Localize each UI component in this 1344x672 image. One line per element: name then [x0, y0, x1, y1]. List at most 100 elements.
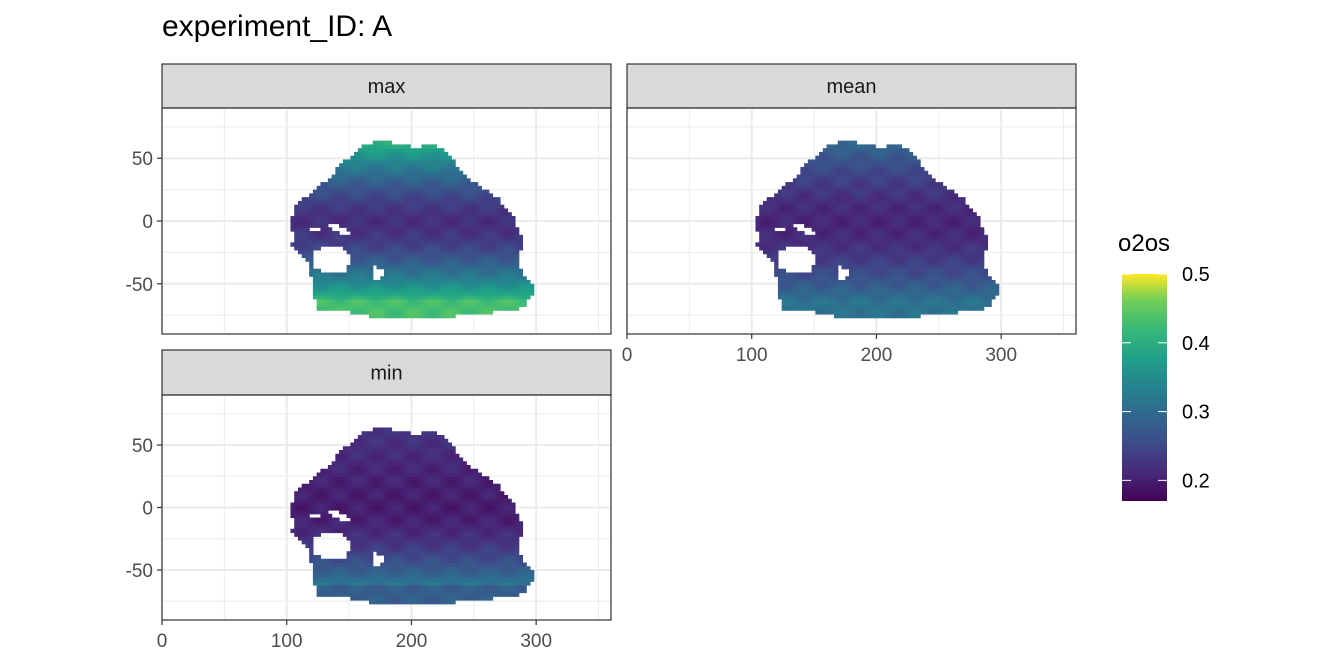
heatmap-cell: [376, 246, 381, 251]
heatmap-cell: [365, 246, 370, 251]
heatmap-cell: [365, 167, 370, 172]
heatmap-cell: [342, 528, 348, 534]
heatmap-cell: [815, 200, 820, 206]
heatmap-cell: [893, 215, 899, 221]
heatmap-cell: [819, 246, 824, 251]
heatmap-cell: [856, 249, 861, 255]
heatmap-cell: [972, 215, 977, 221]
heatmap-cell: [901, 276, 906, 281]
heatmap-cell: [387, 234, 393, 240]
facet-label: min: [370, 363, 402, 385]
heatmap-cell: [346, 208, 351, 213]
heatmap-cell: [387, 215, 393, 221]
heatmap-cell: [436, 189, 441, 194]
heatmap-cell: [440, 246, 445, 251]
heatmap-cell: [335, 178, 340, 183]
heatmap-cell: [834, 200, 839, 206]
heatmap-cell: [819, 182, 824, 187]
heatmap-cell: [327, 189, 333, 194]
heatmap-cell: [455, 204, 460, 210]
heatmap-cell: [852, 249, 858, 255]
heatmap-cell: [335, 465, 340, 470]
heatmap-cell: [455, 219, 460, 225]
heatmap-cell: [886, 268, 891, 274]
heatmap-cell: [346, 465, 351, 470]
heatmap-cell: [908, 178, 914, 183]
heatmap-cell: [485, 246, 490, 251]
heatmap-cell: [447, 182, 452, 187]
heatmap-cell: [953, 212, 959, 217]
heatmap-cell: [395, 219, 400, 225]
heatmap-cell: [822, 234, 828, 240]
heatmap-cell: [916, 280, 921, 285]
heatmap-cell: [425, 193, 430, 198]
heatmap-cell: [983, 276, 989, 281]
heatmap-cell: [938, 200, 944, 206]
heatmap-cell: [867, 253, 873, 259]
heatmap-cell: [863, 287, 869, 292]
heatmap-cell: [781, 215, 786, 221]
heatmap-cell: [845, 208, 850, 213]
heatmap-cell: [931, 212, 936, 217]
heatmap-cell: [342, 185, 348, 191]
heatmap-cell: [447, 212, 452, 217]
heatmap-cell: [384, 291, 389, 296]
heatmap-cell: [785, 272, 790, 277]
heatmap-cell: [481, 234, 486, 240]
heatmap-cell: [920, 246, 925, 251]
heatmap-cell: [860, 185, 865, 191]
heatmap-cell: [492, 257, 497, 262]
heatmap-cell: [305, 223, 310, 228]
heatmap-cell: [327, 570, 333, 575]
heatmap-cell: [511, 283, 516, 289]
heatmap-cell: [428, 151, 434, 157]
heatmap-cell: [384, 208, 389, 213]
heatmap-cell: [856, 151, 861, 157]
heatmap-cell: [342, 453, 348, 459]
heatmap-cell: [950, 276, 955, 281]
heatmap-cell: [976, 231, 981, 236]
heatmap-cell: [852, 212, 858, 217]
heatmap-cell: [882, 257, 888, 262]
heatmap-cell: [957, 306, 962, 311]
heatmap-cell: [391, 144, 396, 149]
heatmap-cell: [398, 280, 404, 285]
heatmap-cell: [331, 208, 336, 213]
heatmap-cell: [830, 148, 835, 153]
heatmap-cell: [342, 581, 348, 586]
heatmap-cell: [447, 298, 452, 304]
heatmap-cell: [376, 231, 381, 236]
heatmap-cell: [931, 310, 936, 315]
heatmap-cell: [361, 581, 366, 586]
heatmap-cell: [372, 291, 378, 296]
heatmap-cell: [961, 246, 966, 251]
heatmap-cell: [796, 200, 801, 206]
heatmap-cell: [320, 295, 325, 300]
heatmap-cell: [316, 570, 321, 575]
heatmap-cell: [811, 170, 816, 176]
heatmap-cell: [417, 148, 423, 153]
heatmap-cell: [852, 302, 858, 307]
heatmap-cell: [466, 231, 471, 236]
heatmap-cell: [953, 215, 959, 221]
heatmap-cell: [931, 223, 936, 228]
heatmap-cell: [781, 295, 786, 300]
heatmap-cell: [357, 513, 363, 519]
heatmap-cell: [350, 513, 355, 519]
heatmap-cell: [301, 521, 307, 526]
heatmap-cell: [432, 151, 437, 157]
heatmap-cell: [499, 257, 505, 262]
heatmap-cell: [428, 148, 434, 153]
heatmap-cell: [841, 167, 846, 172]
heatmap-cell: [785, 306, 790, 311]
heatmap-cell: [927, 219, 932, 225]
heatmap-cell: [755, 219, 760, 225]
heatmap-cell: [339, 163, 344, 168]
heatmap-cell: [485, 298, 490, 304]
heatmap-cell: [361, 148, 366, 153]
heatmap-cell: [369, 264, 374, 270]
heatmap-cell: [436, 155, 441, 161]
heatmap-cell: [346, 453, 351, 459]
heatmap-cell: [339, 170, 344, 176]
heatmap-cell: [950, 197, 955, 202]
